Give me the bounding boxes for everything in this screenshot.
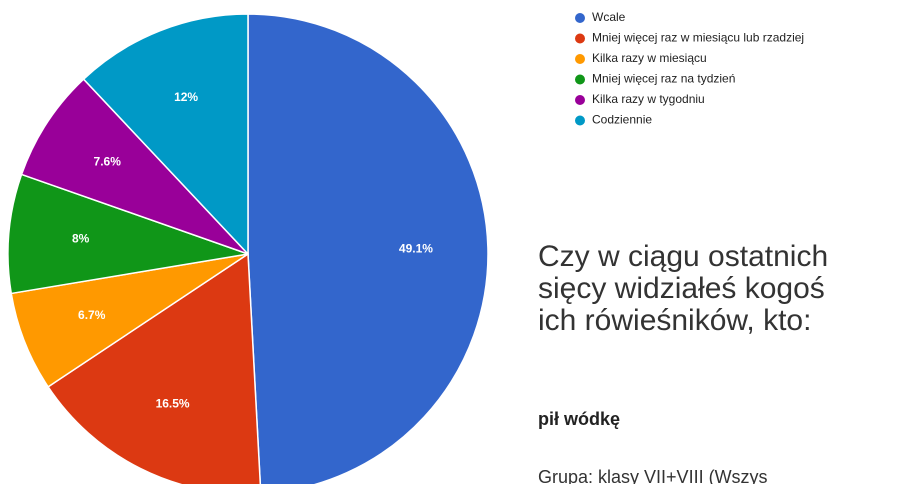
- subtitle: pił wódkę: [538, 409, 620, 429]
- slice-label: 12%: [174, 90, 198, 104]
- slice-label: 6.7%: [78, 308, 106, 322]
- legend-marker: [575, 95, 585, 105]
- legend: Wcale Mniej więcej raz w miesiącu lub rza…: [575, 10, 804, 127]
- legend-label: Wcale: [592, 10, 626, 24]
- slice: [47, 252, 262, 484]
- legend-label: Kilka razy w tygodniu: [592, 92, 705, 106]
- slice-label: 7.6%: [94, 155, 122, 169]
- legend-marker: [575, 115, 585, 126]
- slice: [7, 173, 249, 295]
- slice-label: 8%: [72, 232, 90, 246]
- slice: [247, 13, 489, 484]
- legend-marker: [575, 33, 585, 44]
- slice-label: 16.5%: [156, 396, 190, 410]
- pie: 49.1% 16.5% 6.7% 8% 7.6% 12%: [7, 13, 489, 484]
- legend-marker: [575, 74, 585, 85]
- slice: [20, 78, 249, 255]
- legend-label: Mniej więcej raz na tydzień: [592, 72, 735, 86]
- legend-label: Codziennie: [592, 113, 652, 127]
- title-line: Czy w ciągu ostatnich: [538, 240, 828, 273]
- legend-label: Kilka razy w miesiącu: [592, 51, 707, 65]
- legend-label: Mniej więcej raz w miesiącu lub rzadziej: [592, 31, 804, 45]
- note: Grupa: klasy VII+VIII (Wszys: [538, 467, 768, 484]
- title-line: sięcy widziałeś kogoś: [538, 272, 825, 305]
- slice: [82, 13, 249, 256]
- title-line: ich rówieśników, kto:: [538, 304, 811, 337]
- slice-label: 49.1%: [399, 242, 433, 256]
- legend-marker: [575, 13, 585, 23]
- legend-marker: [575, 54, 585, 64]
